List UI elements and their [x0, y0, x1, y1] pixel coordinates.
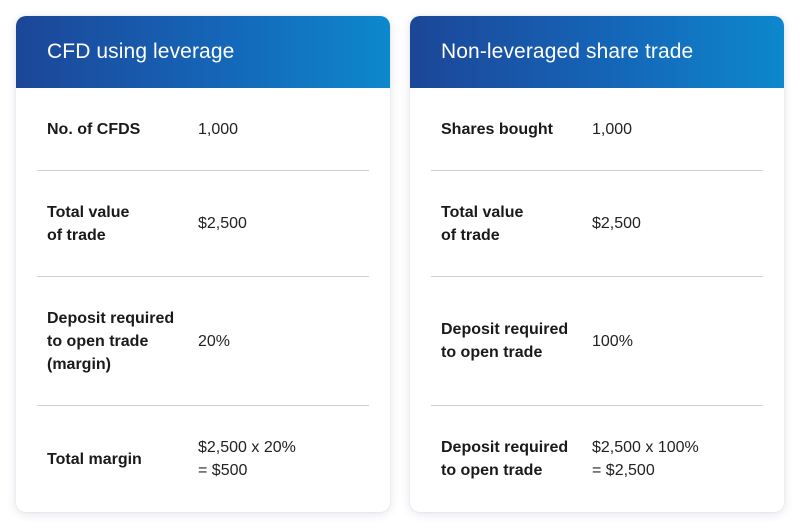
table-row: No. of CFDS 1,000 [37, 88, 369, 170]
table-row: Deposit required to open trade $2,500 x … [431, 406, 763, 512]
table-row: Deposit required to open trade 100% [431, 277, 763, 405]
non-leveraged-card: Non-leveraged share trade Shares bought … [410, 16, 784, 512]
table-row: Total value of trade $2,500 [37, 171, 369, 276]
row-divider [431, 170, 763, 171]
row-value: $2,500 [198, 215, 247, 232]
row-label: Shares bought [441, 120, 554, 138]
table-row: Deposit required to open trade (margin) … [37, 277, 369, 405]
row-value: 1,000 [592, 120, 633, 138]
row-divider [431, 276, 763, 277]
row-divider [37, 170, 369, 171]
row-value: 1,000 [198, 120, 239, 138]
row-value: 20% [198, 332, 231, 350]
card-header: Non-leveraged share trade [410, 16, 784, 88]
row-divider [37, 276, 369, 277]
card-header: CFD using leverage [16, 16, 390, 88]
row-label: Deposit required to open trade [441, 439, 569, 479]
row-value: $2,500 x 20% = $500 [198, 439, 296, 479]
row-label: No. of CFDS [47, 120, 141, 138]
row-divider [431, 405, 763, 406]
row-divider [37, 405, 369, 406]
row-label: Total margin [47, 450, 142, 468]
row-label: Deposit required to open trade (margin) [47, 309, 175, 373]
row-label: Deposit required to open trade [441, 321, 569, 361]
table-row: Total value of trade $2,500 [431, 171, 763, 276]
row-label: Total value of trade [47, 203, 130, 244]
card-title: Non-leveraged share trade [441, 40, 694, 63]
card-title: CFD using leverage [47, 40, 235, 63]
cfd-leverage-card: CFD using leverage No. of CFDS 1,000 Tot… [16, 16, 390, 512]
row-value: $2,500 x 100% = $2,500 [592, 439, 699, 479]
row-value: $2,500 [592, 215, 641, 232]
row-value: 100% [592, 332, 633, 350]
table-row: Total margin $2,500 x 20% = $500 [37, 406, 369, 512]
row-label: Total value of trade [441, 203, 524, 244]
table-row: Shares bought 1,000 [431, 88, 763, 170]
